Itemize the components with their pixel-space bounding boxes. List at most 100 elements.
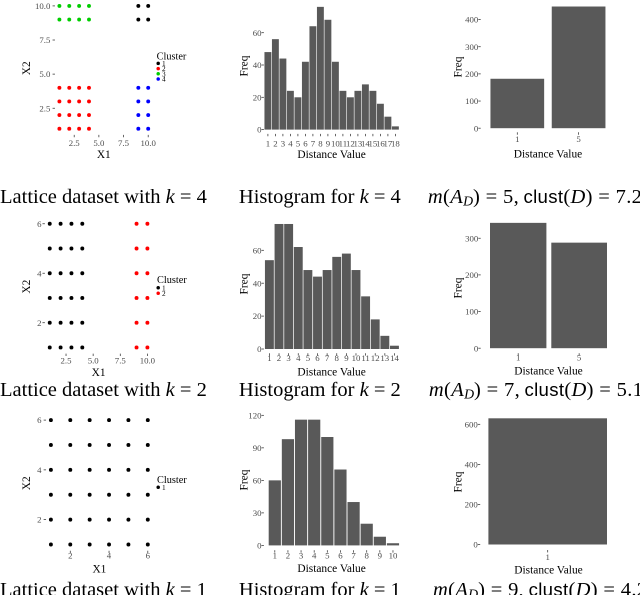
svg-text:4: 4: [107, 551, 112, 561]
svg-text:1: 1: [162, 283, 166, 292]
svg-text:9: 9: [378, 550, 383, 560]
svg-text:200: 200: [465, 69, 479, 79]
svg-text:0: 0: [257, 541, 262, 551]
svg-text:7.5: 7.5: [118, 138, 130, 148]
svg-text:10.0: 10.0: [140, 356, 156, 366]
svg-text:1: 1: [515, 134, 519, 144]
svg-text:20: 20: [253, 92, 262, 102]
svg-text:Freq: Freq: [238, 273, 250, 294]
svg-text:2.5: 2.5: [39, 103, 51, 113]
svg-text:7: 7: [351, 550, 356, 560]
svg-text:Freq: Freq: [452, 56, 464, 77]
svg-text:10: 10: [389, 550, 398, 560]
svg-text:300: 300: [465, 42, 479, 52]
svg-text:Cluster: Cluster: [157, 52, 187, 63]
svg-text:10: 10: [331, 139, 340, 149]
svg-text:5.0: 5.0: [39, 69, 51, 79]
svg-text:600: 600: [465, 419, 479, 429]
svg-text:Freq: Freq: [452, 277, 464, 298]
svg-text:7.5: 7.5: [115, 356, 127, 366]
svg-text:120: 120: [248, 410, 262, 420]
svg-text:5: 5: [325, 550, 330, 560]
svg-text:Distance Value: Distance Value: [297, 563, 365, 575]
svg-text:6: 6: [303, 139, 308, 149]
svg-text:5: 5: [306, 353, 311, 363]
svg-text:0: 0: [474, 343, 479, 353]
svg-text:Distance Value: Distance Value: [514, 149, 582, 161]
svg-text:11: 11: [361, 353, 369, 363]
svg-text:5.0: 5.0: [88, 356, 100, 366]
svg-text:X1: X1: [92, 564, 106, 576]
svg-text:60: 60: [253, 476, 262, 486]
svg-text:11: 11: [339, 139, 347, 149]
svg-text:13: 13: [354, 139, 363, 149]
svg-text:4: 4: [37, 268, 42, 278]
svg-text:6: 6: [146, 551, 151, 561]
svg-text:4: 4: [296, 353, 301, 363]
svg-text:400: 400: [465, 15, 479, 25]
svg-text:Freq: Freq: [238, 55, 250, 76]
svg-text:14: 14: [361, 139, 370, 149]
svg-text:18: 18: [391, 139, 400, 149]
svg-text:7: 7: [325, 353, 330, 363]
svg-text:Freq: Freq: [238, 469, 250, 490]
svg-text:7: 7: [311, 139, 316, 149]
svg-text:7.5: 7.5: [39, 35, 51, 45]
svg-text:Distance Value: Distance Value: [297, 149, 365, 161]
svg-text:5: 5: [577, 353, 582, 363]
svg-text:X2: X2: [21, 61, 33, 75]
svg-text:3: 3: [281, 139, 286, 149]
svg-text:12: 12: [346, 139, 355, 149]
svg-text:12: 12: [371, 353, 380, 363]
svg-text:8: 8: [334, 353, 339, 363]
svg-text:200: 200: [465, 270, 479, 280]
svg-text:2.5: 2.5: [69, 138, 81, 148]
svg-text:1: 1: [545, 552, 549, 562]
svg-text:2: 2: [273, 139, 277, 149]
svg-text:4: 4: [288, 139, 293, 149]
svg-text:5.0: 5.0: [93, 138, 105, 148]
svg-text:30: 30: [253, 508, 262, 518]
svg-text:Distance Value: Distance Value: [514, 565, 582, 577]
svg-text:3: 3: [162, 69, 166, 78]
svg-text:4: 4: [37, 465, 42, 475]
svg-text:17: 17: [384, 139, 393, 149]
svg-text:3: 3: [299, 550, 304, 560]
svg-text:1: 1: [162, 59, 166, 68]
svg-text:X2: X2: [21, 476, 33, 490]
svg-text:2: 2: [162, 64, 166, 73]
svg-text:6: 6: [315, 353, 320, 363]
svg-text:6: 6: [37, 219, 42, 229]
svg-text:2: 2: [162, 289, 166, 298]
svg-text:1: 1: [516, 353, 520, 363]
svg-text:1: 1: [266, 139, 270, 149]
svg-text:2: 2: [286, 550, 290, 560]
svg-text:60: 60: [253, 245, 262, 255]
svg-text:2: 2: [37, 318, 41, 328]
svg-text:Distance Value: Distance Value: [514, 366, 582, 378]
svg-text:2: 2: [277, 353, 281, 363]
svg-text:9: 9: [344, 353, 349, 363]
svg-text:0: 0: [257, 125, 262, 135]
svg-text:5: 5: [576, 134, 581, 144]
svg-text:14: 14: [390, 353, 399, 363]
svg-text:10.0: 10.0: [35, 1, 51, 11]
svg-text:2.5: 2.5: [61, 356, 73, 366]
svg-text:0: 0: [474, 123, 479, 133]
svg-text:3: 3: [286, 353, 291, 363]
svg-text:16: 16: [376, 139, 385, 149]
svg-text:1: 1: [162, 483, 166, 492]
svg-text:X1: X1: [92, 367, 106, 379]
svg-text:40: 40: [253, 60, 262, 70]
svg-text:90: 90: [253, 443, 262, 453]
svg-text:2: 2: [68, 551, 72, 561]
svg-text:20: 20: [253, 311, 262, 321]
svg-text:8: 8: [318, 139, 323, 149]
svg-text:60: 60: [253, 28, 262, 38]
svg-text:100: 100: [465, 307, 479, 317]
svg-text:Cluster: Cluster: [157, 475, 187, 486]
svg-text:6: 6: [338, 550, 343, 560]
svg-text:2: 2: [37, 515, 41, 525]
svg-text:9: 9: [326, 139, 331, 149]
svg-text:X2: X2: [21, 279, 33, 293]
